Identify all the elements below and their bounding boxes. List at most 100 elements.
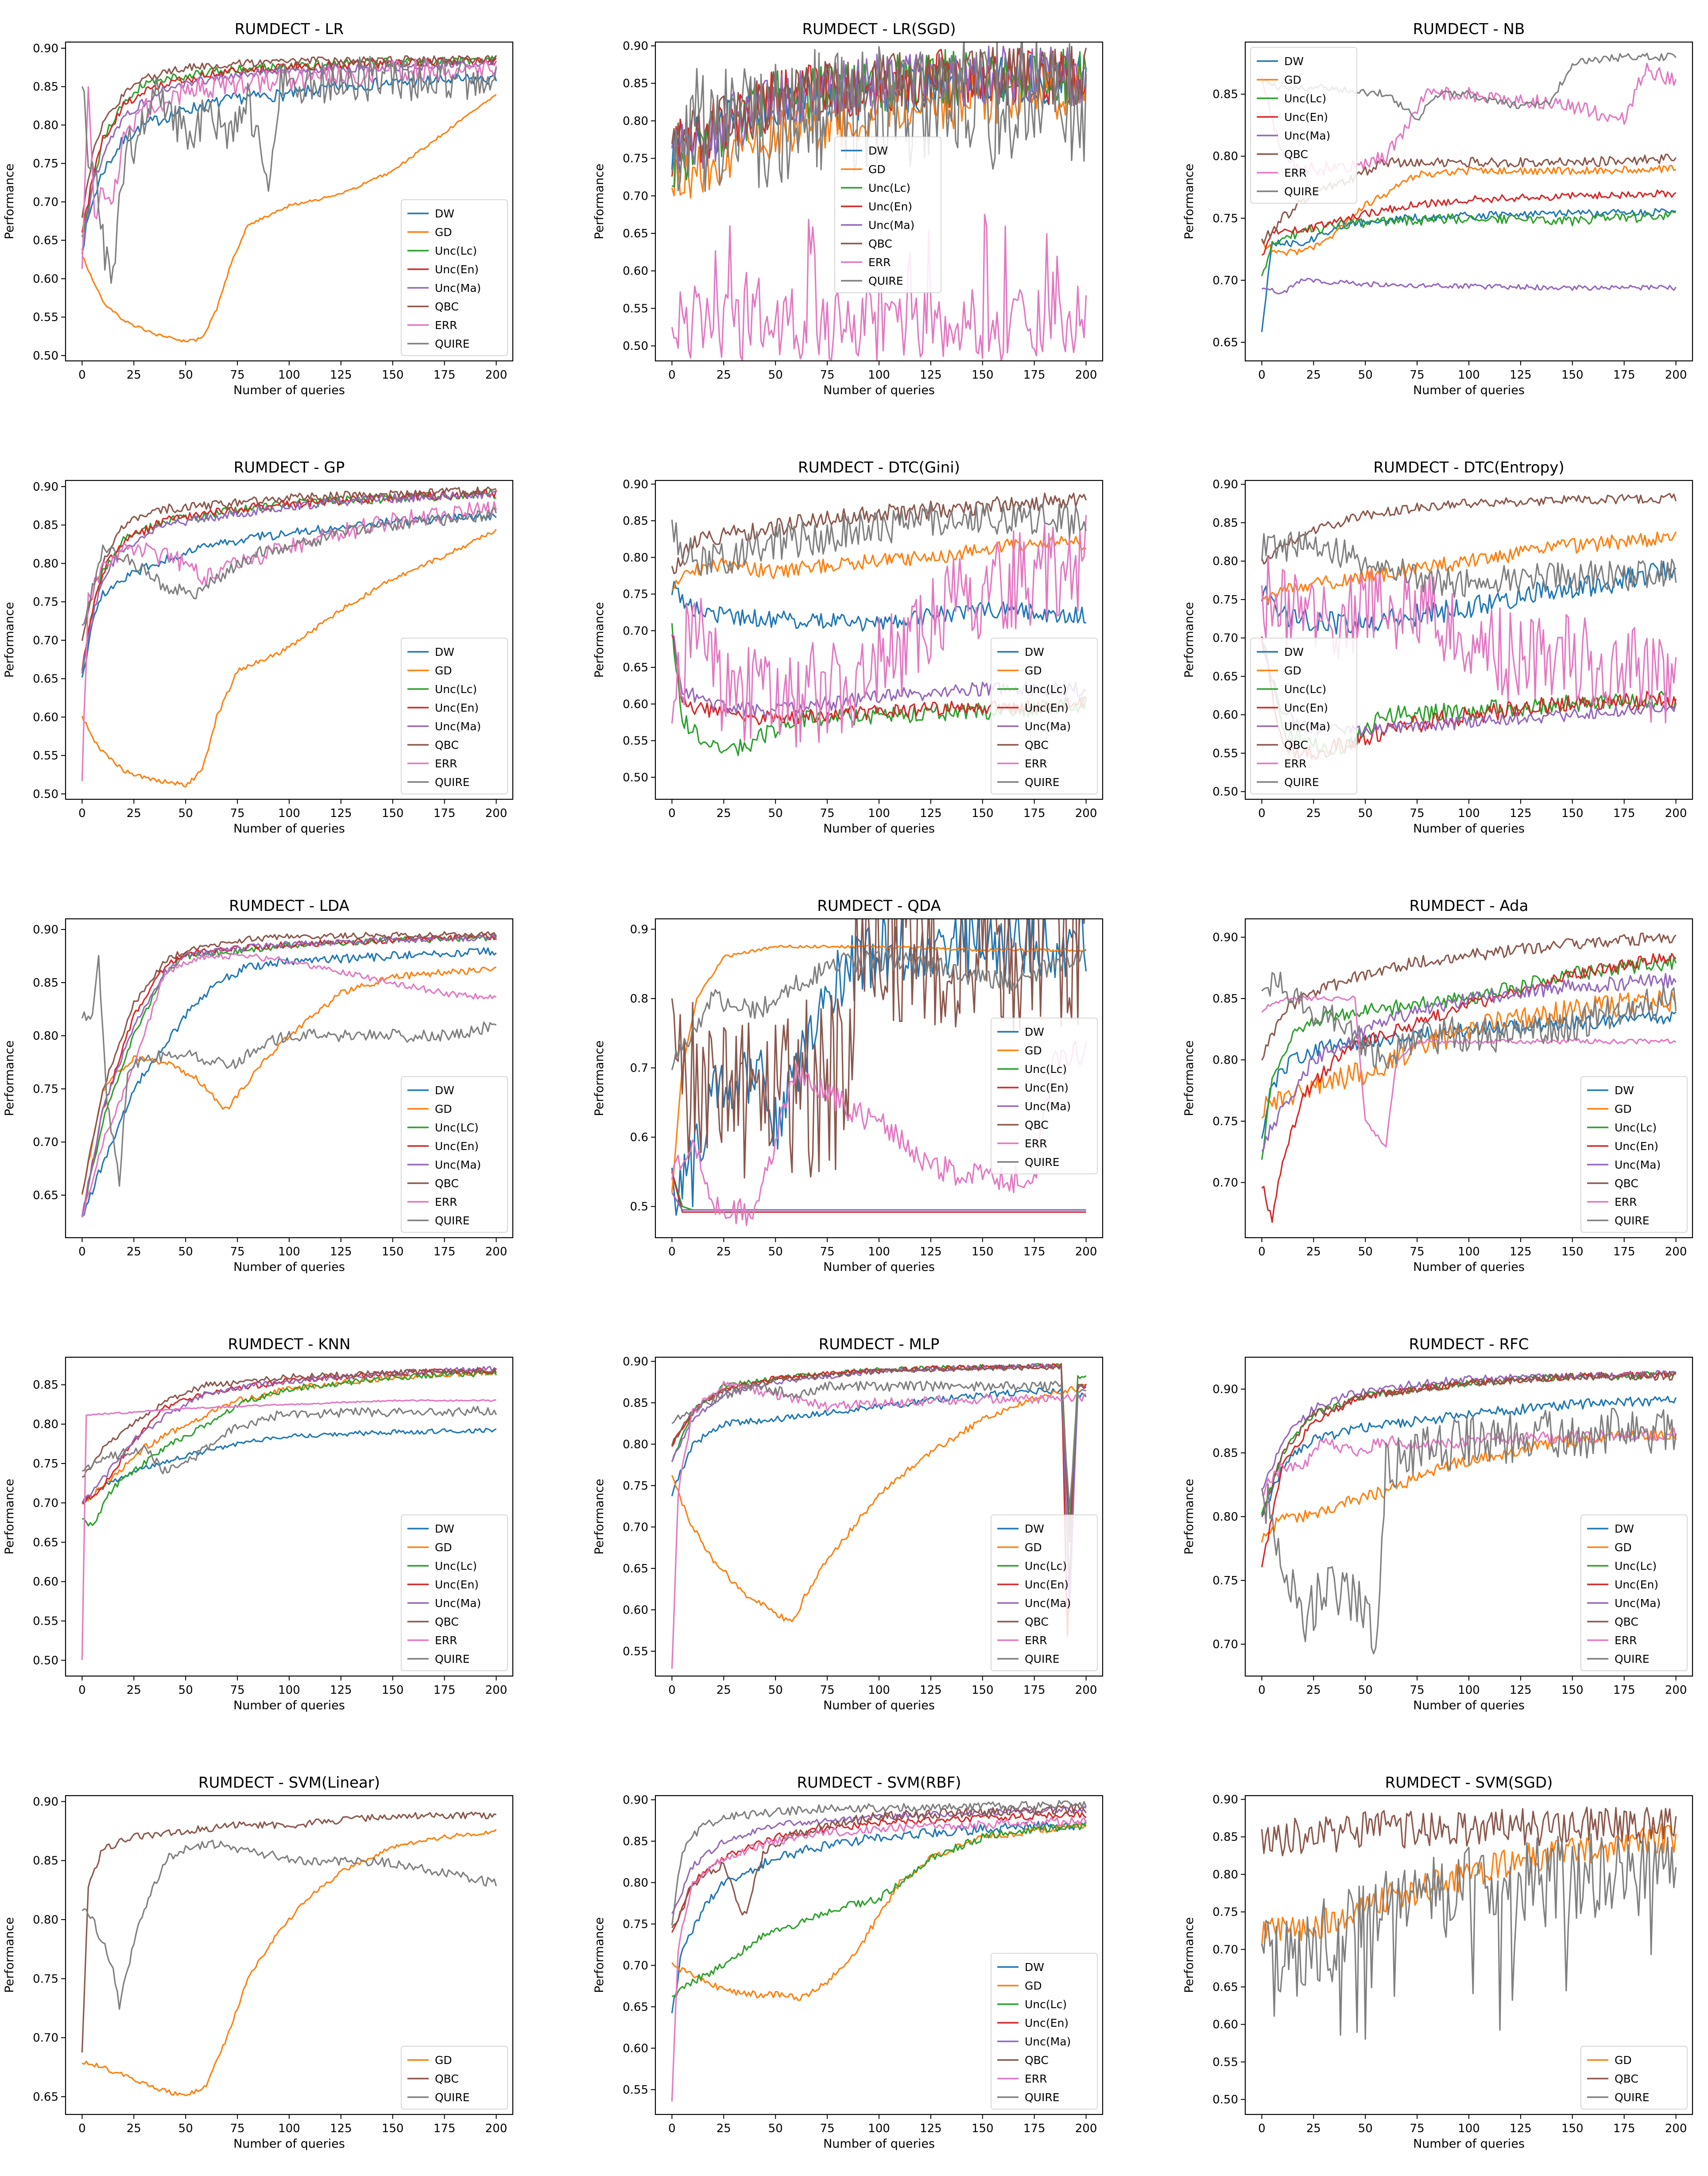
x-tick-label: 150 bbox=[1561, 1245, 1584, 1258]
y-axis-label: Performance bbox=[3, 602, 16, 678]
chart-3: RUMDECT - NB 0 25 50 75 100 125 150 175 200 0.65 0.… bbox=[1182, 20, 1693, 397]
legend-label: GD bbox=[435, 226, 452, 239]
series-line-gd bbox=[81, 94, 497, 343]
x-tick-label: 125 bbox=[920, 2122, 942, 2135]
x-axis-label: Number of queries bbox=[233, 822, 345, 836]
series-line-unc-ma- bbox=[1261, 278, 1677, 295]
series-line-unc-lc- bbox=[671, 1823, 1087, 1998]
x-tick-label: 175 bbox=[1023, 807, 1046, 820]
x-axis-label: Number of queries bbox=[1413, 2137, 1525, 2151]
x-tick-label: 100 bbox=[278, 807, 300, 820]
series-line-unc-en- bbox=[82, 1367, 497, 1504]
x-tick-label: 25 bbox=[1306, 2122, 1321, 2135]
x-tick-label: 125 bbox=[920, 368, 942, 382]
x-tick-label: 0 bbox=[78, 1245, 86, 1258]
x-tick-label: 125 bbox=[330, 368, 352, 382]
x-axis-label: Number of queries bbox=[233, 2137, 345, 2151]
y-tick-label: 0.75 bbox=[623, 1479, 648, 1493]
x-tick-label: 100 bbox=[1458, 1245, 1480, 1258]
y-tick-label: 0.75 bbox=[1212, 1906, 1238, 1919]
legend-label: QUIRE bbox=[435, 1653, 470, 1665]
y-axis-label: Performance bbox=[593, 1917, 606, 1993]
legend: DW GD Unc(Lc) Unc(En) Unc(Ma) QBC ERR QUIRE bbox=[991, 638, 1098, 794]
y-tick-label: 0.75 bbox=[33, 1083, 58, 1096]
y-tick-label: 0.80 bbox=[623, 1876, 648, 1889]
x-tick-label: 25 bbox=[717, 2122, 731, 2135]
x-tick-label: 75 bbox=[230, 1245, 245, 1258]
x-axis-label: Number of queries bbox=[823, 1699, 935, 1712]
chart-title: RUMDECT - GP bbox=[234, 459, 345, 476]
x-axis-label: Number of queries bbox=[1413, 1699, 1525, 1712]
x-tick-label: 100 bbox=[278, 2122, 300, 2135]
chart-10: RUMDECT - KNN 0 25 50 75 100 125 150 175 200 0.50 0… bbox=[3, 1336, 514, 1712]
y-tick-label: 0.75 bbox=[33, 157, 58, 170]
legend-label: Unc(Lc) bbox=[1284, 683, 1326, 696]
x-tick-label: 200 bbox=[485, 2122, 507, 2135]
series-line-quire bbox=[671, 42, 1087, 192]
series-line-dw bbox=[81, 72, 497, 254]
x-tick-label: 50 bbox=[178, 2122, 193, 2135]
legend-label: Unc(Ma) bbox=[1025, 1100, 1071, 1113]
y-tick-label: 0.70 bbox=[623, 1521, 648, 1534]
x-axis-label: Number of queries bbox=[823, 2137, 935, 2151]
series-line-quire bbox=[81, 55, 497, 284]
legend-label: Unc(En) bbox=[1025, 1578, 1069, 1591]
chart-9: RUMDECT - Ada 0 25 50 75 100 125 150 175 200 0.70 0… bbox=[1182, 897, 1693, 1274]
x-tick-label: 150 bbox=[382, 1245, 404, 1258]
y-tick-label: 0.90 bbox=[1212, 1793, 1238, 1806]
legend-label: DW bbox=[435, 207, 454, 220]
x-axis-label: Number of queries bbox=[823, 822, 935, 836]
series-line-dw bbox=[81, 1428, 497, 1504]
series-line-quire bbox=[81, 1839, 497, 2010]
series-line-gd bbox=[81, 529, 497, 788]
legend-label: QBC bbox=[435, 739, 459, 751]
legend-label: Unc(En) bbox=[1025, 1081, 1069, 1094]
x-tick-label: 0 bbox=[668, 807, 676, 820]
legend-box bbox=[834, 136, 941, 293]
x-tick-label: 50 bbox=[1358, 368, 1373, 382]
x-tick-label: 75 bbox=[230, 807, 245, 820]
x-tick-label: 175 bbox=[434, 1684, 456, 1697]
x-tick-label: 50 bbox=[768, 2122, 783, 2135]
x-tick-label: 100 bbox=[278, 1245, 300, 1258]
y-tick-label: 0.85 bbox=[623, 1397, 648, 1410]
series-line-qbc bbox=[671, 492, 1087, 574]
legend: GD QBC QUIRE bbox=[401, 2046, 508, 2110]
x-tick-label: 100 bbox=[868, 2122, 890, 2135]
series-line-quire bbox=[1261, 531, 1677, 598]
chart-title: RUMDECT - MLP bbox=[819, 1336, 940, 1353]
legend-box bbox=[991, 638, 1098, 794]
y-tick-label: 0.80 bbox=[1212, 1053, 1238, 1067]
y-tick-label: 0.85 bbox=[33, 81, 58, 94]
legend-label: Unc(En) bbox=[435, 701, 479, 714]
series-line-gd bbox=[1261, 531, 1677, 604]
x-tick-label: 175 bbox=[1613, 2122, 1635, 2135]
series-line-err bbox=[81, 1399, 496, 1660]
legend-label: GD bbox=[435, 2054, 452, 2067]
x-tick-label: 25 bbox=[717, 1245, 731, 1258]
x-tick-label: 25 bbox=[717, 1684, 731, 1697]
legend-label: QBC bbox=[1284, 148, 1308, 161]
chart-title: RUMDECT - Ada bbox=[1410, 897, 1529, 915]
x-tick-label: 175 bbox=[1613, 1684, 1635, 1697]
chart-2: RUMDECT - LR(SGD) 0 25 50 75 100 125 150 175 200 0… bbox=[593, 20, 1104, 397]
legend-label: ERR bbox=[868, 256, 891, 269]
series-line-gd bbox=[671, 535, 1087, 591]
x-tick-label: 200 bbox=[1665, 1245, 1687, 1258]
legend: DW GD Unc(Lc) Unc(En) Unc(Ma) QBC ERR QUIRE bbox=[1580, 1076, 1688, 1233]
x-tick-label: 100 bbox=[1458, 1684, 1480, 1697]
x-tick-label: 100 bbox=[1458, 2122, 1480, 2135]
series-line-unc-en- bbox=[1261, 952, 1677, 1223]
legend-label: QUIRE bbox=[435, 1214, 470, 1227]
y-tick-label: 0.65 bbox=[623, 1562, 648, 1576]
x-tick-label: 75 bbox=[820, 2122, 835, 2135]
y-tick-label: 0.60 bbox=[623, 698, 648, 711]
legend-label: QBC bbox=[435, 1177, 459, 1190]
x-tick-label: 100 bbox=[868, 1245, 890, 1258]
legend-label: ERR bbox=[1025, 2072, 1047, 2085]
x-tick-label: 125 bbox=[920, 807, 942, 820]
x-tick-label: 100 bbox=[1458, 368, 1480, 382]
y-tick-label: 0.75 bbox=[623, 152, 648, 166]
y-tick-label: 0.9 bbox=[630, 923, 648, 936]
x-tick-label: 150 bbox=[972, 368, 994, 382]
